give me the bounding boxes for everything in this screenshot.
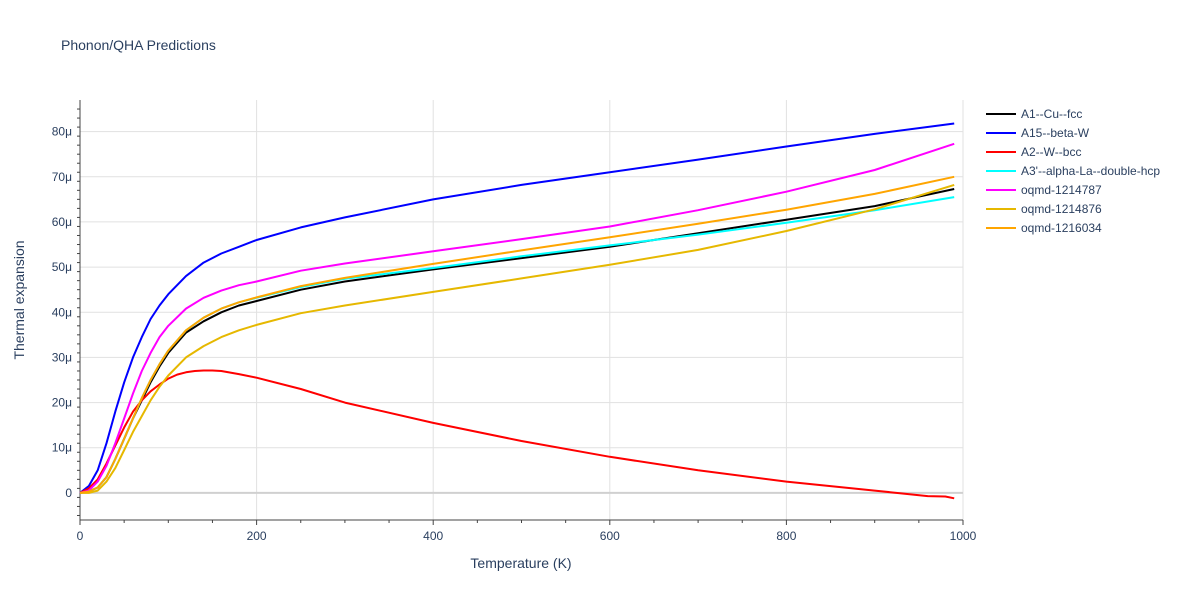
- series-line-5: [80, 183, 955, 494]
- legend-label[interactable]: A1--Cu--fcc: [1021, 107, 1082, 121]
- plot-area: [79, 122, 955, 500]
- series-line-6: [79, 175, 955, 494]
- y-tick-label: 40μ: [52, 305, 72, 319]
- legend-label[interactable]: oqmd-1216034: [1021, 221, 1102, 235]
- legend-label[interactable]: A15--beta-W: [1021, 126, 1090, 140]
- chart-title: Phonon/QHA Predictions: [61, 37, 216, 53]
- y-tick-label: 30μ: [52, 350, 72, 364]
- legend-label[interactable]: oqmd-1214787: [1021, 183, 1102, 197]
- x-tick-label: 800: [776, 529, 796, 543]
- x-tick-label: 1000: [950, 529, 977, 543]
- legend[interactable]: A1--Cu--fcc A15--beta-W A2--W--bcc A3'--alp…: [986, 107, 1160, 235]
- series-line-3: [79, 196, 955, 494]
- grid: [80, 100, 964, 520]
- x-tick-label: 0: [77, 529, 84, 543]
- y-tick-label: 0: [65, 486, 72, 500]
- axes: 0 200 400 600 800 1000 0 10μ 20μ 30μ 40μ 50μ 60μ 70μ 8…: [52, 100, 977, 543]
- series-line-4: [79, 142, 955, 494]
- y-tick-label: 10μ: [52, 441, 72, 455]
- y-tick-label: 20μ: [52, 396, 72, 410]
- x-tick-label: 200: [247, 529, 267, 543]
- legend-label[interactable]: A3'--alpha-La--double-hcp: [1021, 164, 1160, 178]
- y-tick-label: 70μ: [52, 170, 72, 184]
- x-tick-label: 400: [423, 529, 443, 543]
- y-axis-title: Thermal expansion: [11, 240, 27, 359]
- legend-label[interactable]: A2--W--bcc: [1021, 145, 1081, 159]
- series-line-1: [79, 122, 955, 494]
- y-tick-label: 60μ: [52, 215, 72, 229]
- series-line-2: [79, 369, 955, 500]
- y-tick-label: 80μ: [52, 125, 72, 139]
- legend-label[interactable]: oqmd-1214876: [1021, 202, 1102, 216]
- x-axis-title: Temperature (K): [470, 555, 571, 571]
- x-tick-label: 600: [600, 529, 620, 543]
- y-tick-label: 50μ: [52, 260, 72, 274]
